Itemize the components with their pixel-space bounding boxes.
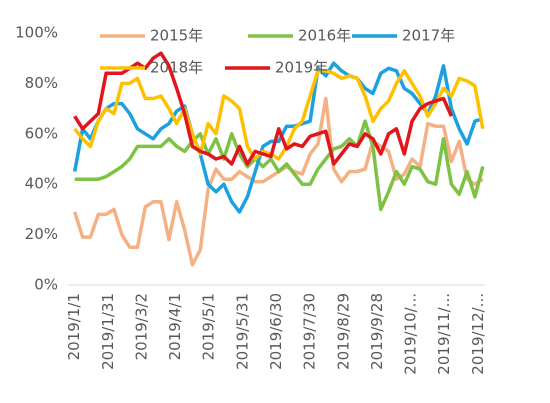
x-tick-label: 2019/12/...: [469, 293, 487, 375]
y-tick-label: 20%: [25, 225, 58, 243]
series-line: [73, 51, 453, 166]
legend-label: 2015年: [150, 27, 203, 45]
x-tick-label: 2019/5/31: [233, 293, 251, 370]
y-tick-label: 0%: [34, 276, 58, 294]
y-tick-label: 40%: [25, 175, 58, 193]
x-tick-label: 2019/9/28: [368, 293, 386, 370]
x-tick-label: 2019/4/1: [166, 293, 184, 360]
x-tick-label: 2019/5/1: [200, 293, 218, 360]
x-tick-label: 2019/1/1: [65, 293, 83, 360]
x-tick-label: 2019/10/...: [402, 293, 420, 375]
x-tick-label: 2019/1/31: [99, 293, 117, 370]
legend-label: 2018年: [150, 59, 203, 77]
legend-label: 2019年: [275, 59, 328, 77]
series-line: [74, 119, 485, 212]
legend-label: 2017年: [402, 27, 455, 45]
x-tick-label: 2019/11/...: [435, 293, 453, 375]
x-tick-label: 2019/6/30: [267, 293, 285, 370]
y-tick-label: 60%: [25, 124, 58, 142]
x-tick-label: 2019/7/30: [301, 293, 319, 370]
y-tick-label: 80%: [25, 74, 58, 92]
y-tick-label: 100%: [15, 24, 58, 42]
series-line: [72, 61, 484, 214]
x-tick-label: 2019/3/2: [132, 293, 150, 360]
x-tick-label: 2019/8/29: [334, 293, 352, 370]
legend-label: 2016年: [298, 27, 351, 45]
series-line: [73, 69, 485, 161]
